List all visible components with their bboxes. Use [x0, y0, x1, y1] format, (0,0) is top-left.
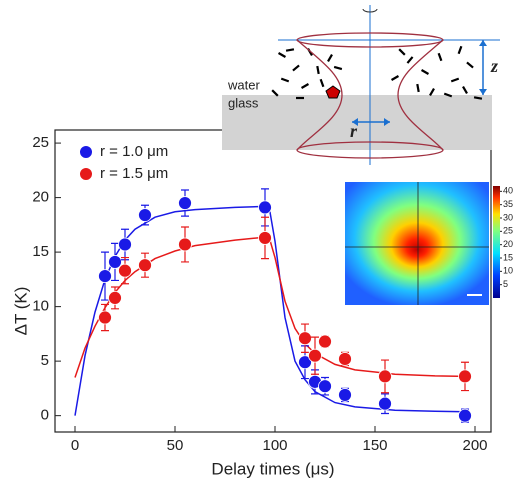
legend-label: r = 1.5 μm	[100, 165, 168, 182]
data-point	[308, 348, 322, 363]
colorbar-tick-label: 5	[503, 279, 508, 289]
data-point	[138, 258, 152, 273]
molecule-dash	[437, 52, 443, 62]
rotation-icon	[362, 8, 378, 13]
glass-label: glass	[228, 95, 259, 110]
molecule-dash	[457, 45, 463, 55]
colorbar-tick-label: 40	[503, 186, 513, 196]
molecule-dash	[429, 87, 435, 97]
data-point	[98, 310, 112, 325]
y-tick-label: 25	[32, 134, 49, 151]
data-point	[178, 237, 192, 252]
molecule-dash	[390, 75, 400, 81]
molecule-dash	[300, 83, 310, 89]
data-point	[108, 290, 122, 305]
data-point	[108, 255, 122, 269]
colorbar-tick-label: 30	[503, 212, 513, 222]
molecule-dash	[333, 65, 343, 71]
molecule-dash	[406, 56, 414, 64]
molecule-dash	[271, 89, 279, 97]
x-tick-label: 150	[362, 437, 387, 454]
x-axis-label: Delay times (μs)	[211, 459, 334, 478]
molecule-dash	[473, 96, 483, 100]
colorbar	[493, 186, 500, 298]
y-tick-label: 15	[32, 243, 49, 260]
r-label: r	[350, 121, 358, 141]
y-tick-label: 0	[41, 407, 49, 424]
colorbar-tick-label: 25	[503, 226, 513, 236]
y-tick-label: 5	[41, 352, 49, 369]
molecule-dash	[319, 78, 325, 88]
colorbar-tick-label: 15	[503, 252, 513, 262]
z-label: z	[490, 56, 498, 76]
data-point	[178, 196, 192, 210]
molecule-dash	[420, 69, 430, 75]
colorbar-ticks: 5 10 15 20 25 30 35 40	[500, 186, 513, 289]
legend-marker	[79, 145, 93, 159]
x-tick-label: 200	[462, 437, 487, 454]
molecule-dash	[443, 92, 453, 98]
data-point	[338, 388, 352, 402]
colorbar-tick-label: 20	[503, 239, 513, 249]
data-point	[98, 269, 112, 283]
data-point	[138, 208, 152, 222]
water-molecules	[271, 45, 483, 100]
x-tick-label: 0	[71, 437, 79, 454]
x-tick-label: 50	[167, 437, 184, 454]
x-tick-label: 100	[262, 437, 287, 454]
y-tick-label: 10	[32, 298, 49, 315]
colorbar-tick-label: 10	[503, 266, 513, 276]
fit-line	[74, 205, 466, 416]
heatmap	[345, 182, 489, 305]
y-tick-label: 20	[32, 189, 49, 206]
data-point	[258, 200, 272, 215]
plot-area: 0 50 100 150 200 0 5 10 15 20 25 Delay times (μs) ΔT…	[11, 129, 492, 478]
data-point	[458, 408, 472, 423]
legend-label: r = 1.0 μm	[100, 143, 168, 160]
data-point	[338, 352, 352, 366]
data-point	[118, 263, 132, 278]
legend-marker	[79, 167, 93, 181]
molecule-dash	[280, 77, 290, 83]
data-point	[318, 379, 332, 394]
y-axis-label: ΔT (K)	[11, 287, 30, 336]
data-point	[378, 369, 392, 384]
data-point	[298, 355, 312, 370]
molecule-dash	[462, 85, 468, 95]
molecule-dash	[316, 65, 320, 75]
data-point	[318, 334, 332, 349]
molecule-dash	[416, 83, 420, 93]
water-label: water	[227, 77, 260, 92]
molecule-dash	[327, 53, 333, 63]
molecule-dash	[285, 48, 295, 52]
data-point	[258, 231, 272, 245]
molecule-dash	[398, 48, 406, 56]
z-arrowheads	[479, 40, 487, 95]
heatmap-inset: 5 10 15 20 25 30 35 40	[345, 182, 513, 305]
beam-waist	[296, 39, 444, 151]
molecule-dash	[450, 77, 460, 83]
data-point	[458, 369, 472, 384]
particle	[325, 85, 341, 99]
schematic: water glass r z	[222, 5, 500, 165]
data-point	[118, 237, 132, 252]
molecule-dash	[277, 52, 287, 58]
molecule-dash	[466, 61, 474, 69]
molecule-dash	[292, 64, 300, 72]
data-point	[378, 396, 392, 411]
colorbar-tick-label: 35	[503, 199, 513, 209]
data-point	[298, 331, 312, 346]
